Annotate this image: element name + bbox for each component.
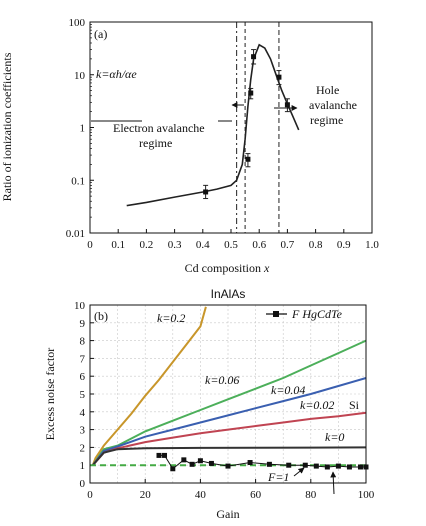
electron-regime-label-line1: Electron avalanche (113, 121, 205, 135)
panel-a-data-point (284, 102, 290, 108)
label-k002: k=0.02 (300, 398, 334, 412)
panel-b-ytick-label: 10 (74, 300, 86, 312)
series-point-f-hgcdte (156, 452, 162, 458)
panel-b-ytick-label: 7 (80, 353, 86, 365)
series-point-f-hgcdte (162, 452, 168, 458)
panel-a-ytick-label: 10 (74, 70, 86, 82)
panel-b-grid (90, 305, 366, 483)
series-line-k-0-04 (92, 377, 367, 466)
series-point-f-hgcdte (286, 462, 292, 468)
panel-a-xlabel-text: Cd composition (185, 261, 261, 275)
label-k0: k=0 (325, 430, 344, 444)
panel-a-xtick-label: 0.6 (252, 239, 266, 251)
legend-label-text: F HgCdTe (291, 307, 343, 321)
panel-a-frame (89, 21, 373, 234)
panel-a-ytick-label: 0.1 (71, 175, 85, 187)
panel-b-frame (89, 304, 367, 484)
panel-b-ytick-label: 1 (80, 460, 86, 472)
electron-regime-label-line2: regime (139, 136, 172, 150)
label-k02: k=0.2 (157, 311, 185, 325)
hgcdte-arrow (330, 471, 337, 495)
panel-a-data-point (248, 90, 254, 96)
series-point-f-hgcdte (324, 464, 330, 470)
panel-b-ytick-label: 5 (80, 389, 86, 401)
series-point-f-hgcdte (313, 463, 319, 469)
series-point-f-hgcdte (225, 463, 231, 469)
panel-a-ticks: 0 0.1 0.2 0.3 0.4 0.5 0.6 0.7 0.8 0.9 1.0 0.01 0.1 1 1… (66, 17, 380, 251)
panel-b-xtick-label: 80 (305, 489, 317, 501)
series-point-f-hgcdte (181, 457, 187, 463)
series-point-f-hgcdte (208, 460, 214, 466)
panel-b-ytick-label: 9 (80, 318, 86, 330)
panel-a-xtick-label: 0.4 (196, 239, 210, 251)
panel-a-xlabel: Cd composition x (185, 261, 270, 275)
label-si: Si (349, 398, 360, 412)
legend-label: F HgCdTe (291, 307, 343, 321)
panel-a-xtick-label: 0.5 (224, 239, 238, 251)
panel-a-xtick-label: 0 (87, 239, 93, 251)
panel-a-xtick-label: 0.7 (281, 239, 295, 251)
label-f1: F=1 (267, 470, 289, 484)
series-line-k-0-2 (91, 306, 207, 466)
panel-b-ytick-label: 6 (80, 371, 86, 383)
panel-a-data-point (276, 74, 282, 80)
panel-b-ytick-label: 8 (80, 336, 86, 348)
series-point-f-hgcdte (335, 463, 341, 469)
panel-b-ytick-label: 4 (80, 407, 86, 419)
hole-regime-label-line1: Hole (316, 83, 339, 97)
panel-a-ytick-label: 1 (80, 123, 86, 135)
panel-b-ylabel: Excess noise factor (43, 348, 57, 441)
panel-a-formula: k=αh/αe (96, 67, 137, 81)
series-point-f-hgcdte (189, 461, 195, 467)
panel-b-ticks: 0 20 40 60 80 100 0 1 2 3 4 5 6 7 8 9 10 (74, 300, 375, 501)
panel-a-data-point (251, 54, 257, 60)
panel-b-xtick-label: 0 (87, 489, 93, 501)
panel-a-xtick-label: 1.0 (365, 239, 379, 251)
panel-a-xtick-label: 0.2 (140, 239, 154, 251)
panel-b-xtick-label: 20 (140, 489, 152, 501)
panel-b-xtick-label: 60 (250, 489, 262, 501)
series-point-f-hgcdte (247, 460, 253, 466)
series-point-f-hgcdte (197, 458, 203, 464)
panel-b-ytick-label: 2 (80, 442, 86, 454)
hole-regime-label-line3: regime (310, 113, 343, 127)
panel-a-ytick-label: 100 (69, 17, 86, 29)
legend-marker (273, 311, 279, 317)
panel-a-vertical-lines (236, 22, 280, 233)
panel-b-label: (b) (94, 309, 108, 323)
panel-a-xtick-label: 0.1 (111, 239, 125, 251)
panel-a-xtick-label: 0.3 (168, 239, 182, 251)
panel-b: 0 20 40 60 80 100 0 1 2 3 4 5 6 7 8 9 10 InAlAs (b) F Hg… (43, 287, 375, 521)
panel-a-data-points (203, 49, 290, 200)
panel-a-xtick-label: 0.9 (337, 239, 351, 251)
panel-a-data-point (203, 189, 209, 195)
panel-b-ytick-label: 0 (80, 478, 86, 490)
panel-a-ylabel: Ratio of ionization coefficients (0, 52, 14, 201)
series-point-f-hgcdte (266, 461, 272, 467)
panel-a-label: (a) (94, 27, 107, 41)
panel-a-ytick-label: 0.01 (66, 228, 85, 240)
series-point-f-hgcdte (170, 466, 176, 472)
panel-b-title: InAlAs (211, 287, 246, 301)
label-k004: k=0.04 (271, 383, 305, 397)
f1-arrow (293, 467, 305, 477)
panel-b-ytick-label: 3 (80, 425, 86, 437)
series-point-f-hgcdte (302, 462, 308, 468)
panel-a-xlabel-var: x (263, 261, 270, 275)
label-k006: k=0.06 (205, 373, 239, 387)
panel-a-xtick-label: 0.8 (309, 239, 323, 251)
hole-regime-label-line2: avalanche (309, 98, 357, 112)
panel-b-series (90, 306, 369, 472)
series-line-k-0 (92, 446, 367, 466)
panel-a-data-point (245, 156, 251, 162)
panel-b-xtick-label: 100 (358, 489, 375, 501)
panel-b-xtick-label: 40 (195, 489, 207, 501)
series-point-f-hgcdte (346, 464, 352, 470)
panel-a: 0 0.1 0.2 0.3 0.4 0.5 0.6 0.7 0.8 0.9 1.0 0.01 0.1 1 1… (0, 17, 379, 275)
panel-b-xlabel: Gain (216, 507, 239, 521)
series-point-f-hgcdte (357, 464, 363, 470)
